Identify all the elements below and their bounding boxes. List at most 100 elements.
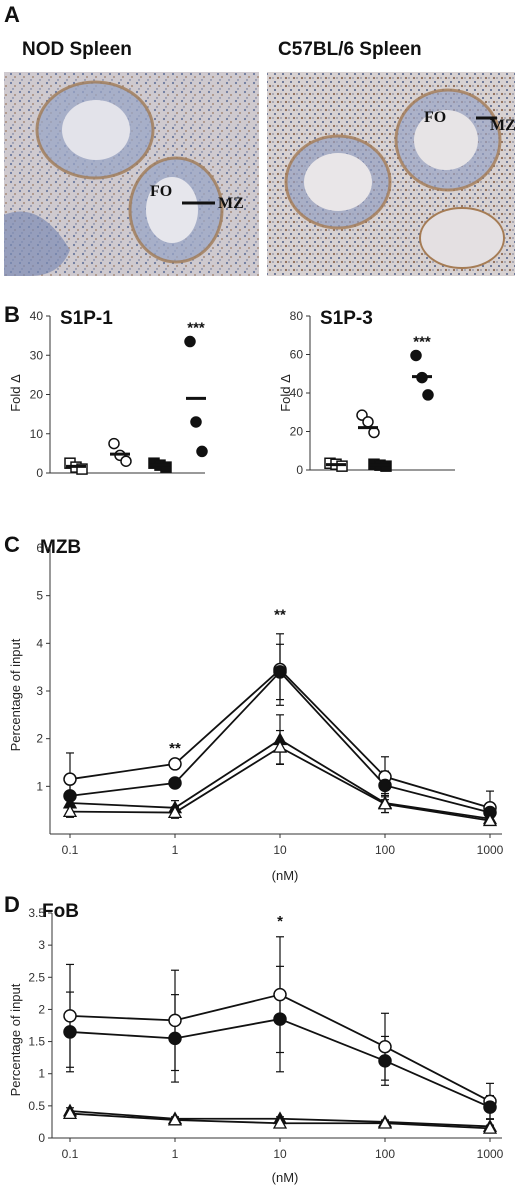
nod-spleen-title: NOD Spleen xyxy=(22,39,132,60)
y-tick-label: 80 xyxy=(290,309,304,323)
y-tick-label: 40 xyxy=(290,386,304,400)
panel-letter-c: C xyxy=(4,532,20,557)
significance-label: * xyxy=(277,913,283,930)
s1p1-ylabel: Fold Δ xyxy=(8,374,23,412)
data-point xyxy=(63,1025,77,1039)
s1p3-ylabel: Fold Δ xyxy=(278,374,293,412)
x-tick-label: 1000 xyxy=(477,843,504,857)
s1p1-chart: 0 10 20 30 40 *** xyxy=(30,309,208,480)
significance-label: *** xyxy=(187,320,205,337)
x-tick-label: 1 xyxy=(172,1147,179,1161)
y-tick-label: 3 xyxy=(38,938,45,952)
data-point xyxy=(362,416,374,428)
y-tick-label: 0 xyxy=(36,466,43,480)
x-tick-label: 10 xyxy=(273,1147,287,1161)
x-tick-label: 100 xyxy=(375,843,395,857)
y-tick-label: 2 xyxy=(38,1002,45,1016)
data-point xyxy=(410,349,422,362)
fob-xlabel: (nM) xyxy=(272,1170,299,1185)
mzb-chart: 1 2 3 4 5 6 0.1 1 10 100 1000 ** ** xyxy=(36,541,503,857)
data-point xyxy=(62,804,78,818)
s1p3-chart: 0 20 40 60 80 *** xyxy=(290,309,455,477)
c57-spleen-micrograph xyxy=(267,72,515,276)
data-point xyxy=(168,1013,182,1028)
data-point xyxy=(190,416,202,428)
data-point xyxy=(184,335,196,348)
data-point xyxy=(273,987,287,1002)
x-tick-label: 100 xyxy=(375,1147,395,1161)
data-point xyxy=(120,455,132,467)
data-point xyxy=(377,796,393,810)
y-tick-label: 0 xyxy=(296,463,303,477)
s1p1-title: S1P-1 xyxy=(60,308,113,329)
data-point xyxy=(196,445,208,458)
data-point xyxy=(273,1012,287,1026)
x-tick-label: 0.1 xyxy=(62,843,79,857)
nod-mz-label: MZ xyxy=(218,195,244,212)
data-point xyxy=(336,460,348,472)
significance-label: ** xyxy=(274,607,286,624)
y-tick-label: 3 xyxy=(36,684,43,698)
mzb-xlabel: (nM) xyxy=(272,868,299,883)
data-point xyxy=(378,778,392,793)
data-point xyxy=(62,1106,78,1120)
data-point xyxy=(167,1112,183,1126)
x-tick-label: 10 xyxy=(273,843,287,857)
fob-ylabel: Percentage of input xyxy=(8,983,23,1096)
y-tick-label: 1 xyxy=(36,779,43,793)
data-point xyxy=(378,1039,392,1054)
data-point xyxy=(482,1121,498,1134)
y-tick-label: 3.5 xyxy=(28,906,45,920)
data-point xyxy=(482,813,498,827)
fob-chart: 0 0.5 1 1.5 2 2.5 3 3.5 0.1 1 10 100 1000 * xyxy=(28,906,503,1161)
nod-fo-label: FO xyxy=(150,183,172,200)
y-tick-label: 0.5 xyxy=(28,1099,45,1113)
data-point xyxy=(168,757,182,771)
data-point xyxy=(167,805,183,818)
c57-spleen-title: C57BL/6 Spleen xyxy=(278,39,422,60)
significance-label: ** xyxy=(169,740,181,757)
data-point xyxy=(168,776,182,790)
y-tick-label: 1 xyxy=(38,1067,45,1081)
nod-spleen-micrograph xyxy=(4,72,259,276)
y-tick-label: 0 xyxy=(38,1131,45,1145)
y-tick-label: 20 xyxy=(30,388,44,402)
panel-letter-d: D xyxy=(4,892,20,917)
data-point xyxy=(168,1031,182,1046)
data-point xyxy=(377,1115,393,1129)
y-tick-label: 4 xyxy=(36,636,43,650)
data-point xyxy=(63,772,77,786)
s1p3-title: S1P-3 xyxy=(320,308,373,329)
data-point xyxy=(272,1115,288,1129)
significance-label: *** xyxy=(413,333,431,350)
y-tick-label: 20 xyxy=(290,425,304,439)
y-tick-label: 6 xyxy=(36,541,43,555)
x-tick-label: 0.1 xyxy=(62,1147,79,1161)
c57-mz-label: MZ xyxy=(490,117,516,134)
data-point xyxy=(76,463,88,475)
panel-letter-a: A xyxy=(4,2,20,27)
y-tick-label: 10 xyxy=(30,427,44,441)
y-tick-label: 60 xyxy=(290,348,304,362)
c57-fo-label: FO xyxy=(424,109,446,126)
data-point xyxy=(108,437,120,450)
data-point xyxy=(422,389,434,401)
x-tick-label: 1000 xyxy=(477,1147,504,1161)
data-point xyxy=(483,1100,497,1114)
y-tick-label: 2 xyxy=(36,732,43,746)
y-tick-label: 2.5 xyxy=(28,970,45,984)
fob-title: FoB xyxy=(42,901,79,922)
data-point xyxy=(378,1054,392,1068)
x-tick-label: 1 xyxy=(172,843,179,857)
panel-letter-b: B xyxy=(4,302,20,327)
data-point xyxy=(63,1009,77,1023)
y-tick-label: 30 xyxy=(30,348,44,362)
data-point xyxy=(160,461,172,473)
data-point xyxy=(273,665,287,679)
y-tick-label: 40 xyxy=(30,309,44,323)
data-point xyxy=(272,739,288,753)
y-tick-label: 1.5 xyxy=(28,1035,45,1049)
mzb-ylabel: Percentage of input xyxy=(8,638,23,751)
y-tick-label: 5 xyxy=(36,589,43,603)
